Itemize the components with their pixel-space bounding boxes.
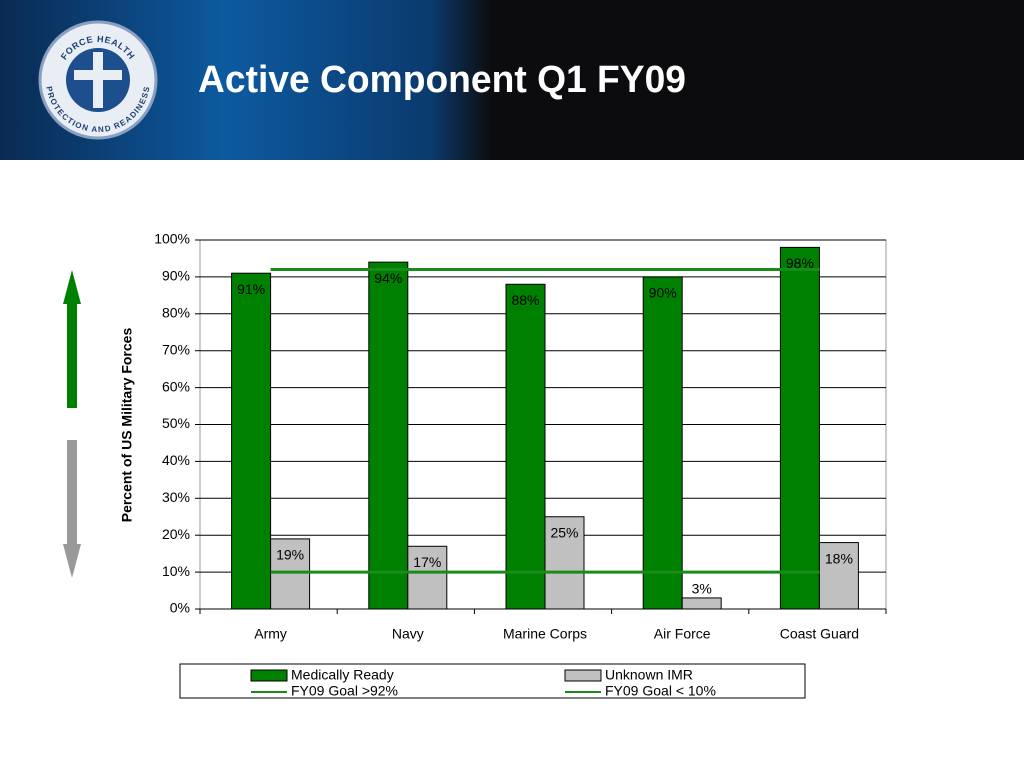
header-banner [0,0,1024,160]
bar [505,283,546,610]
x-tick-label: Navy [392,626,424,642]
x-tick-label: Air Force [654,626,711,642]
slide-title: Active Component Q1 FY09 [198,59,686,101]
data-label: 94% [374,270,402,286]
bar [681,597,722,610]
data-label: 98% [786,255,814,271]
data-label: 17% [413,554,441,570]
legend-label: Medically Ready [291,667,394,683]
y-tick-label: 60% [162,378,190,394]
bar [407,545,448,610]
y-tick-label: 70% [162,341,190,357]
data-label: 25% [550,524,578,540]
x-tick-label: Coast Guard [780,626,859,642]
logo: FORCE HEALTH PROTECTION AND READINESS [38,20,158,140]
data-label: 18% [825,550,853,566]
data-label: 3% [692,581,712,597]
legend-swatch [250,669,288,682]
bar [779,246,820,610]
y-tick-label: 0% [170,600,190,616]
y-tick-label: 40% [162,452,190,468]
y-tick-label: 10% [162,563,190,579]
data-label: 90% [649,285,677,301]
bar [544,516,585,610]
legend-label: Unknown IMR [605,667,693,683]
bar [231,272,272,610]
bar [818,542,859,610]
x-tick-label: Marine Corps [503,626,587,642]
legend-label: FY09 Goal >92% [291,683,398,699]
legend-swatch [564,669,602,682]
y-tick-label: 50% [162,415,190,431]
data-label: 91% [237,281,265,297]
bar [642,276,683,610]
bar [270,538,311,610]
data-label: 19% [276,547,304,563]
data-label: 88% [511,292,539,308]
x-tick-label: Army [254,626,287,642]
bar [368,261,409,610]
y-tick-label: 20% [162,526,190,542]
y-tick-label: 100% [154,231,190,247]
legend-label: FY09 Goal < 10% [605,683,716,699]
y-tick-label: 30% [162,489,190,505]
decor-arrows [63,270,81,578]
y-tick-label: 90% [162,268,190,284]
y-axis-label: Percent of US Military Forces [119,328,135,523]
y-tick-label: 80% [162,305,190,321]
